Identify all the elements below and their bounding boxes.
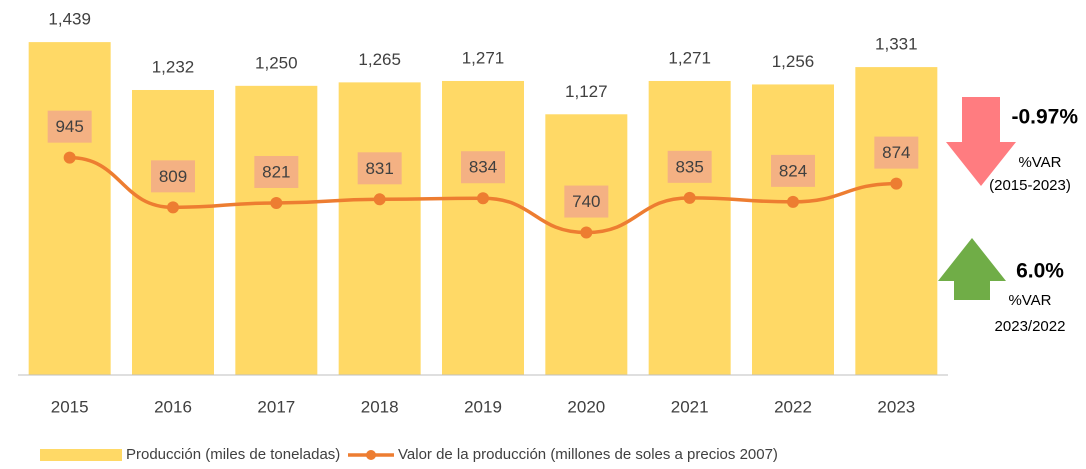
bar-value-label: 1,256 — [772, 52, 815, 71]
legend-label: Valor de la producción (millones de sole… — [398, 446, 778, 463]
line-value-label: 821 — [262, 162, 290, 181]
value-label-box — [151, 160, 195, 193]
bar-value-label: 1,271 — [668, 48, 711, 67]
x-tick-label: 2015 — [51, 397, 89, 416]
value-label-box — [874, 136, 919, 169]
line-value-label: 874 — [882, 143, 910, 162]
legend-label: Producción (miles de toneladas) — [126, 446, 340, 463]
bar — [545, 114, 628, 376]
bar — [752, 84, 834, 375]
annotation-value: -0.97% — [1011, 106, 1078, 129]
x-tick-label: 2018 — [361, 397, 399, 416]
annotation-period: (2015-2023) — [989, 177, 1071, 194]
bar — [235, 85, 318, 375]
bar — [338, 82, 421, 375]
bar-value-label: 1,331 — [875, 35, 918, 54]
line-value-label: 945 — [55, 117, 83, 136]
line-value-label: 831 — [365, 159, 393, 178]
value-label-box — [254, 155, 299, 188]
bar-value-label: 1,127 — [565, 82, 608, 101]
x-tick-label: 2016 — [154, 397, 192, 416]
bar — [442, 80, 524, 375]
x-tick-label: 2019 — [464, 397, 502, 416]
value-label-box — [357, 152, 402, 185]
line-point — [890, 177, 903, 190]
x-tick-label: 2017 — [257, 397, 295, 416]
bar-value-label: 1,232 — [152, 57, 195, 76]
bar-value-label: 1,439 — [48, 10, 91, 29]
line-point — [63, 151, 76, 164]
legend-swatch — [40, 449, 122, 461]
value-label-box — [771, 154, 815, 187]
bar-value-label: 1,265 — [358, 50, 401, 69]
line-point — [373, 193, 386, 206]
line-value-label: 824 — [779, 161, 807, 180]
legend-marker — [366, 450, 376, 460]
line-value-label: 834 — [469, 158, 497, 177]
x-tick-label: 2021 — [671, 397, 709, 416]
value-label-box — [667, 150, 712, 183]
line-value-label: 740 — [572, 192, 600, 211]
annotation-label: %VAR — [1018, 154, 1061, 171]
x-tick-label: 2022 — [774, 397, 812, 416]
value-label-box — [461, 151, 505, 184]
annotation-label: %VAR — [1008, 292, 1051, 309]
line-point — [477, 192, 489, 205]
bar — [28, 42, 111, 376]
bar — [855, 67, 938, 375]
line-point — [683, 191, 696, 204]
value-label-box — [564, 185, 609, 218]
annotation-period: 2023/2022 — [995, 318, 1066, 335]
line-point — [270, 196, 283, 209]
bar — [648, 80, 731, 375]
annotation-value: 6.0% — [1016, 260, 1064, 283]
down-arrow — [946, 97, 1016, 186]
bar-value-label: 1,271 — [462, 48, 505, 67]
bar — [132, 89, 214, 376]
x-tick-label: 2020 — [567, 397, 605, 416]
up-arrow — [938, 238, 1006, 300]
line-point — [787, 195, 799, 208]
bar-value-label: 1,250 — [255, 53, 298, 72]
line-point — [167, 201, 179, 214]
x-tick-label: 2023 — [877, 397, 915, 416]
line-value-label: 835 — [675, 157, 703, 176]
line-value-label: 809 — [159, 167, 187, 186]
line-point — [580, 226, 593, 239]
value-label-box — [47, 110, 92, 143]
